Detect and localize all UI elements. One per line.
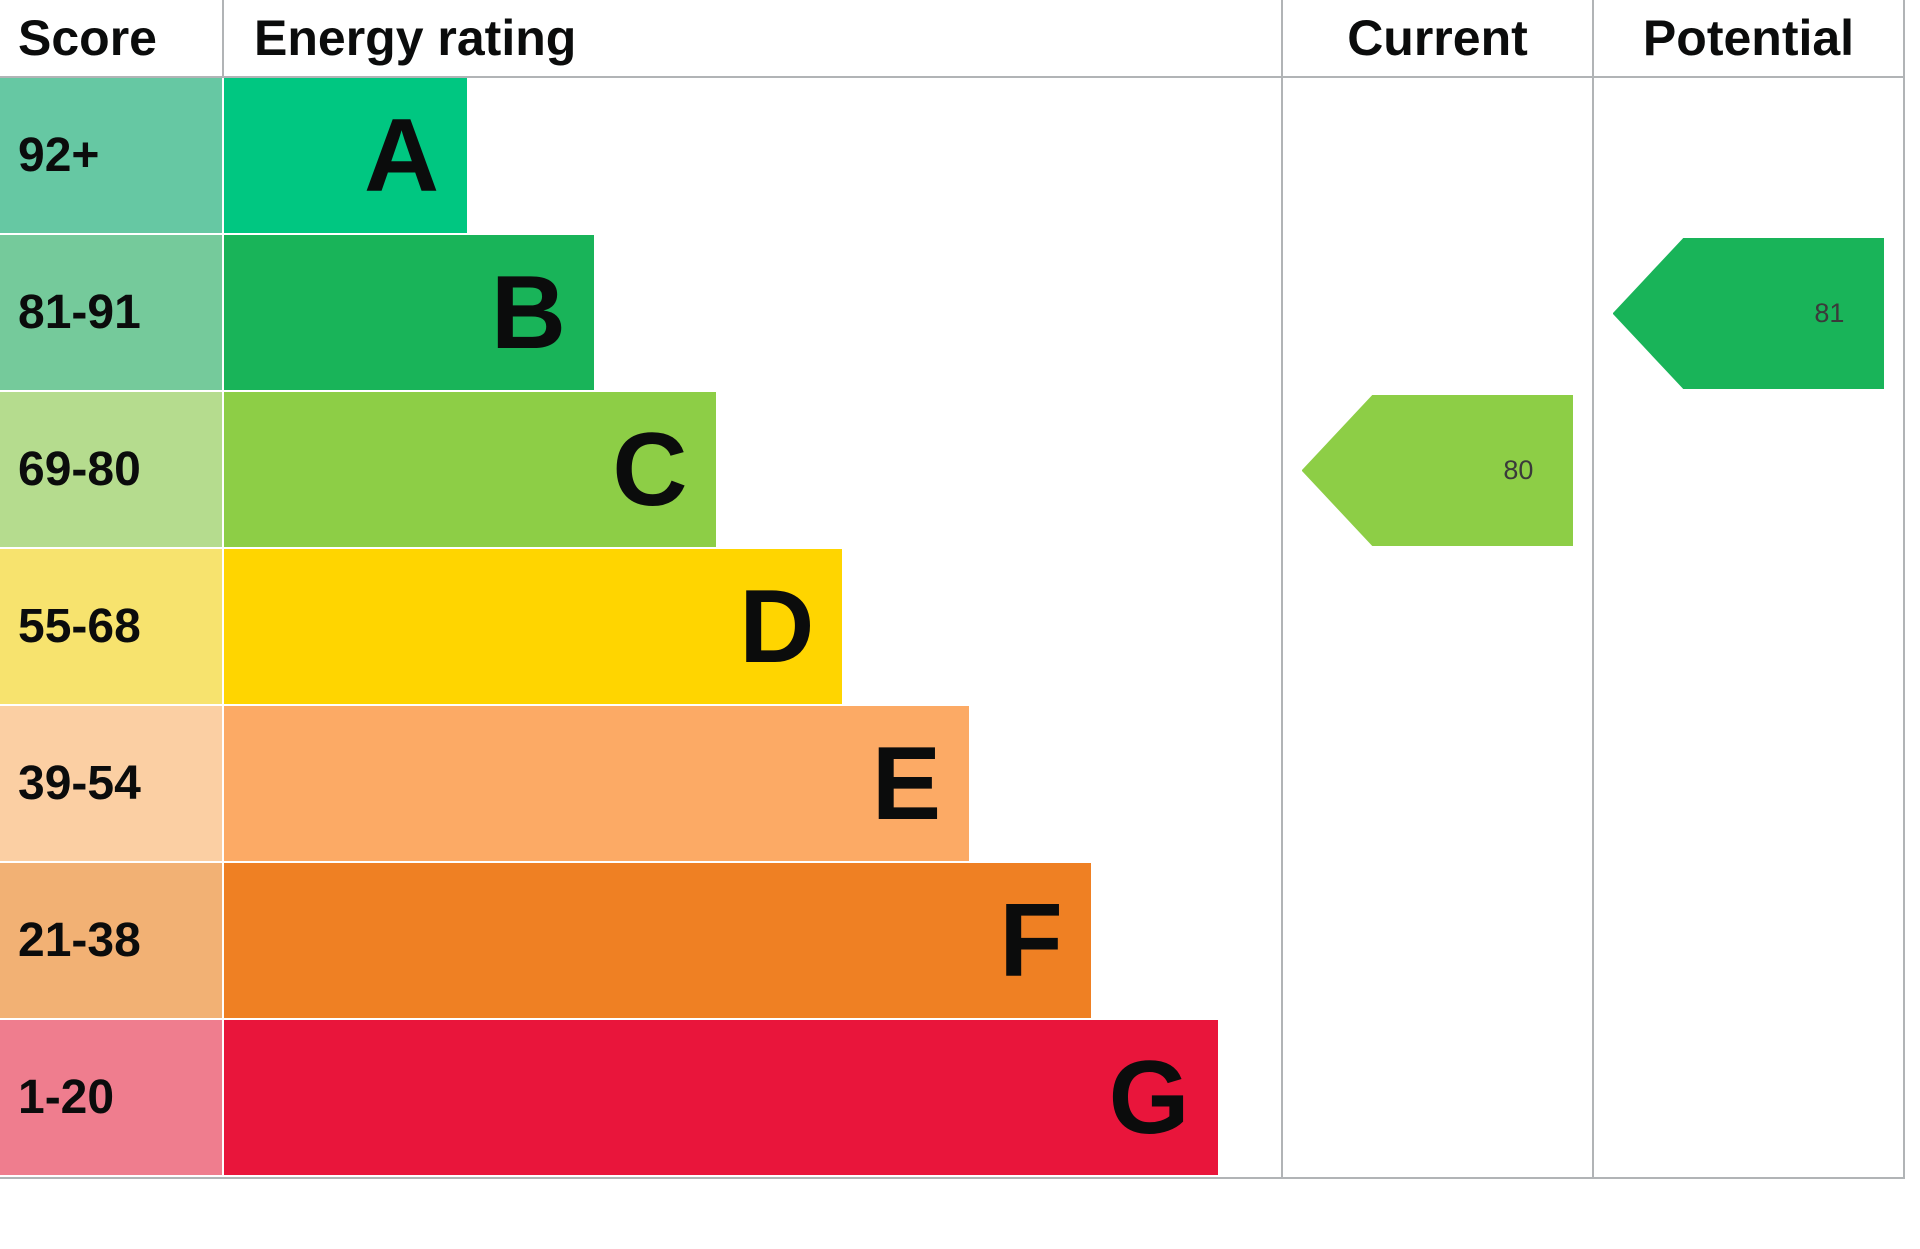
score-range-e: 39-54 — [0, 706, 224, 861]
rating-cell-g: G — [224, 1020, 1281, 1177]
potential-header: Potential — [1592, 0, 1905, 76]
rating-bar-c: C — [224, 392, 716, 547]
band-row-a: 92+ A — [0, 78, 1905, 235]
band-row-d: 55-68 D — [0, 549, 1905, 706]
band-row-b: 81-91 B 81 — [0, 235, 1905, 392]
band-row-c: 69-80 C 80 — [0, 392, 1905, 549]
band-row-g: 1-20 G — [0, 1020, 1905, 1177]
current-column-cell-f — [1281, 863, 1592, 1020]
rating-bar-g: G — [224, 1020, 1218, 1175]
potential-column-cell-g — [1592, 1020, 1905, 1177]
band-row-e: 39-54 E — [0, 706, 1905, 863]
rating-bar-d: D — [224, 549, 843, 704]
score-range-f: 21-38 — [0, 863, 224, 1018]
current-column-cell-e — [1281, 706, 1592, 863]
rating-cell-a: A — [224, 78, 1281, 235]
current-column-cell-c: 80 — [1281, 392, 1592, 549]
current-arrow: 80 — [1301, 395, 1574, 546]
rating-bar-a: A — [224, 78, 468, 233]
score-range-g: 1-20 — [0, 1020, 224, 1175]
rating-cell-b: B — [224, 235, 1281, 392]
current-value: 80 — [1503, 455, 1534, 485]
current-header: Current — [1281, 0, 1592, 76]
current-column-cell-a — [1281, 78, 1592, 235]
energy-rating-header: Energy rating — [254, 10, 577, 66]
score-range-b: 81-91 — [0, 235, 224, 390]
rating-cell-f: F — [224, 863, 1281, 1020]
rating-bar-b: B — [224, 235, 594, 390]
current-column-cell-d — [1281, 549, 1592, 706]
rating-bands: 92+ A 81-91 B 81 69-80 C 80 55-68 D 39-54 E 21-38 F 1-… — [0, 78, 1905, 1179]
rating-bar-f: F — [224, 863, 1091, 1018]
score-range-c: 69-80 — [0, 392, 224, 547]
potential-column-cell-e — [1592, 706, 1905, 863]
score-range-a: 92+ — [0, 78, 224, 233]
score-header: Score — [0, 0, 224, 76]
score-range-d: 55-68 — [0, 549, 224, 704]
rating-cell-d: D — [224, 549, 1281, 706]
potential-column-cell-f — [1592, 863, 1905, 1020]
potential-value: 81 — [1814, 298, 1845, 328]
rating-cell-e: E — [224, 706, 1281, 863]
rating-bar-e: E — [224, 706, 970, 861]
band-row-f: 21-38 F — [0, 863, 1905, 1020]
potential-column-cell-d — [1592, 549, 1905, 706]
potential-column-cell-a — [1592, 78, 1905, 235]
rating-cell-c: C — [224, 392, 1281, 549]
potential-arrow: 81 — [1612, 238, 1885, 389]
current-column-cell-g — [1281, 1020, 1592, 1177]
potential-column-cell-b: 81 — [1592, 235, 1905, 392]
current-column-cell-b — [1281, 235, 1592, 392]
chart-header-row: Score Energy rating Current Potential — [0, 0, 1905, 78]
potential-column-cell-c — [1592, 392, 1905, 549]
